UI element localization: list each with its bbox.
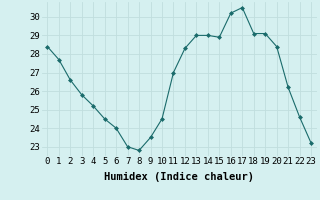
X-axis label: Humidex (Indice chaleur): Humidex (Indice chaleur) — [104, 172, 254, 182]
